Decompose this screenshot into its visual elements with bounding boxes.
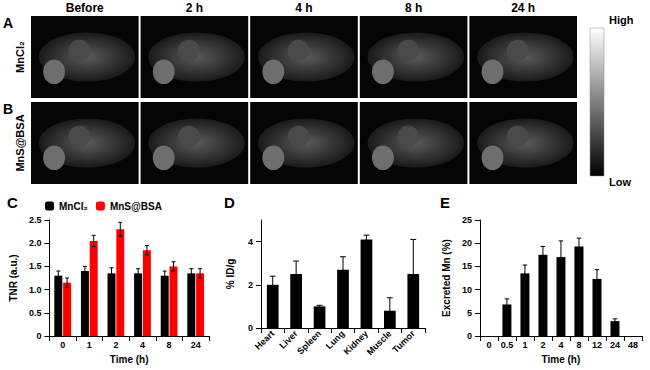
svg-text:0: 0 — [467, 331, 472, 341]
svg-text:MnS@BSA: MnS@BSA — [14, 114, 26, 171]
svg-text:2.5: 2.5 — [29, 215, 42, 225]
svg-text:1: 1 — [522, 340, 527, 350]
svg-text:8: 8 — [576, 340, 581, 350]
svg-text:Excreted Mn (%): Excreted Mn (%) — [441, 239, 452, 317]
svg-text:0.5: 0.5 — [501, 340, 514, 350]
svg-text:0: 0 — [486, 340, 491, 350]
svg-text:High: High — [609, 14, 634, 26]
svg-text:MnS@BSA: MnS@BSA — [110, 201, 162, 212]
svg-text:5: 5 — [467, 308, 472, 318]
svg-text:24 h: 24 h — [511, 1, 535, 15]
svg-text:20: 20 — [462, 238, 472, 248]
svg-text:24: 24 — [191, 340, 201, 350]
svg-text:2: 2 — [113, 340, 118, 350]
svg-text:24: 24 — [610, 340, 620, 350]
svg-text:Time (h): Time (h) — [542, 354, 581, 365]
svg-text:C: C — [7, 194, 18, 211]
svg-text:MnCl₂: MnCl₂ — [14, 41, 26, 73]
svg-text:Tumor: Tumor — [390, 328, 417, 355]
svg-text:Kidney: Kidney — [342, 328, 370, 356]
svg-text:1: 1 — [87, 340, 92, 350]
svg-text:10: 10 — [462, 285, 472, 295]
svg-text:12: 12 — [592, 340, 602, 350]
svg-text:2 h: 2 h — [186, 1, 203, 15]
svg-text:Time (h): Time (h) — [110, 354, 149, 365]
svg-text:0: 0 — [36, 331, 41, 341]
svg-text:Muscle: Muscle — [365, 328, 394, 357]
svg-text:4: 4 — [140, 340, 145, 350]
svg-text:25: 25 — [462, 215, 472, 225]
svg-text:Heart: Heart — [253, 328, 276, 351]
svg-text:48: 48 — [628, 340, 638, 350]
svg-text:1.5: 1.5 — [29, 261, 42, 271]
svg-text:8: 8 — [167, 340, 172, 350]
svg-text:1.0: 1.0 — [29, 285, 42, 295]
svg-text:Low: Low — [609, 176, 631, 188]
svg-text:Before: Before — [66, 1, 104, 15]
svg-text:TNR (a.u.): TNR (a.u.) — [8, 254, 19, 301]
svg-text:2: 2 — [248, 280, 253, 290]
svg-text:2.0: 2.0 — [29, 238, 42, 248]
svg-text:8 h: 8 h — [405, 1, 422, 15]
svg-text:% ID/g: % ID/g — [225, 259, 236, 290]
svg-text:15: 15 — [462, 261, 472, 271]
svg-text:0: 0 — [60, 340, 65, 350]
svg-text:2: 2 — [540, 340, 545, 350]
svg-text:4: 4 — [558, 340, 563, 350]
svg-text:0: 0 — [248, 323, 253, 333]
svg-text:Lung: Lung — [323, 328, 347, 352]
svg-text:MnCl₂: MnCl₂ — [59, 201, 88, 212]
svg-text:0.5: 0.5 — [29, 308, 42, 318]
svg-text:4 h: 4 h — [295, 1, 312, 15]
svg-text:Spleen: Spleen — [295, 328, 323, 356]
svg-text:D: D — [224, 194, 235, 211]
svg-text:B: B — [3, 101, 13, 117]
svg-text:A: A — [3, 15, 13, 31]
svg-text:4: 4 — [248, 237, 253, 247]
svg-text:Liver: Liver — [277, 328, 300, 351]
svg-text:E: E — [440, 194, 450, 211]
